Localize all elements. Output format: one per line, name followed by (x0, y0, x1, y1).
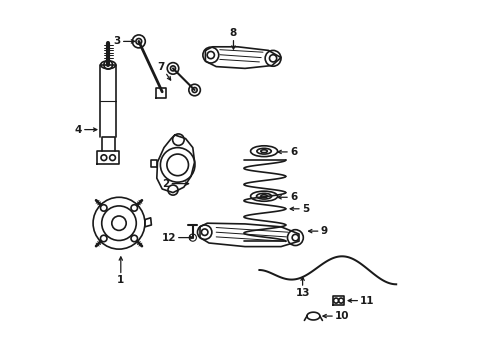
Text: 7: 7 (158, 62, 165, 72)
Text: 11: 11 (360, 296, 375, 306)
Text: 8: 8 (230, 28, 237, 38)
Text: 5: 5 (302, 204, 309, 214)
Text: 2: 2 (162, 179, 170, 189)
Text: 6: 6 (290, 147, 297, 157)
Text: 3: 3 (114, 36, 121, 46)
Text: 12: 12 (161, 233, 176, 243)
Text: 1: 1 (117, 275, 124, 285)
Text: 13: 13 (295, 288, 310, 298)
Text: 10: 10 (335, 311, 349, 321)
Text: 4: 4 (74, 125, 82, 135)
Text: 6: 6 (290, 192, 297, 202)
Text: 9: 9 (320, 226, 328, 236)
